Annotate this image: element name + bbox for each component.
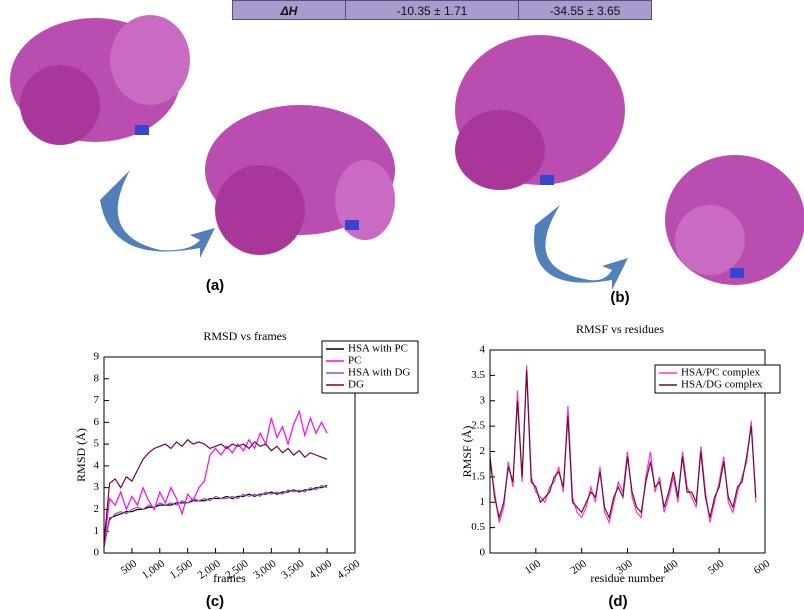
panel-label: (d)	[608, 593, 627, 610]
y-tick-label: 1	[94, 525, 100, 537]
x-tick-label: 500	[706, 557, 727, 577]
legend-label: DG	[348, 379, 364, 391]
legend-label: HSA with DG	[348, 367, 410, 379]
y-axis-label: RMSD (Å)	[74, 428, 88, 482]
legend-label: HSA/PC complex	[681, 367, 761, 379]
y-tick-label: 9	[94, 351, 100, 363]
y-tick-label: 8	[94, 372, 100, 384]
data-line	[489, 370, 757, 520]
y-tick-label: 2.5	[471, 420, 485, 432]
y-tick-label: 3.5	[471, 369, 485, 381]
y-axis-label: RMSF (Å)	[460, 426, 474, 478]
y-tick-label: 5	[94, 438, 100, 450]
x-tick-label: 3,500	[279, 557, 307, 581]
y-tick-label: 4	[94, 459, 100, 471]
x-tick-label: 500	[119, 557, 140, 577]
x-tick-label: 4,500	[335, 557, 363, 581]
x-axis-label: residue number	[590, 571, 664, 585]
x-tick-label: 4,000	[307, 557, 335, 581]
data-line	[103, 438, 328, 543]
panel-label: (a)	[206, 277, 224, 294]
legend-label: HSA/DG complex	[681, 379, 763, 391]
x-axis-label: frames	[213, 571, 246, 585]
chart-title: RMSD vs frames	[203, 329, 287, 343]
protein-images	[10, 15, 804, 290]
chart-title: RMSF vs residues	[576, 322, 664, 336]
x-tick-label: 1,000	[140, 557, 168, 581]
legend-label: HSA with PC	[348, 343, 408, 355]
y-tick-label: 2	[480, 445, 486, 457]
table-cell: ΔH	[232, 0, 346, 20]
table-cell: -34.55 ± 3.65	[518, 0, 652, 20]
y-tick-label: 4	[480, 344, 486, 356]
y-tick-label: 6	[94, 416, 100, 428]
y-tick-label: 2	[94, 503, 100, 515]
y-tick-label: 0	[94, 547, 100, 559]
data-line	[103, 484, 328, 545]
plot-frame	[489, 349, 766, 554]
x-tick-label: 200	[568, 557, 589, 577]
data-line	[103, 484, 328, 547]
legend-box	[654, 364, 781, 394]
y-tick-label: 1.5	[471, 470, 485, 482]
table-cell: -10.35 ± 1.71	[345, 0, 519, 20]
panel-label: (b)	[610, 289, 629, 306]
x-tick-label: 3,000	[251, 557, 279, 581]
x-tick-label: 100	[523, 557, 544, 577]
x-tick-label: 1,500	[168, 557, 196, 581]
y-tick-label: 3	[480, 394, 486, 406]
y-tick-label: 3	[94, 481, 100, 493]
data-line	[103, 409, 328, 547]
y-tick-label: 1	[480, 496, 486, 508]
plot-frame	[103, 356, 356, 554]
y-tick-label: 0.5	[471, 521, 485, 533]
legend-label: PC	[348, 355, 361, 367]
x-tick-label: 600	[752, 557, 773, 577]
y-tick-label: 0	[480, 547, 486, 559]
y-tick-label: 7	[94, 394, 100, 406]
panel-label: (c)	[206, 593, 224, 610]
